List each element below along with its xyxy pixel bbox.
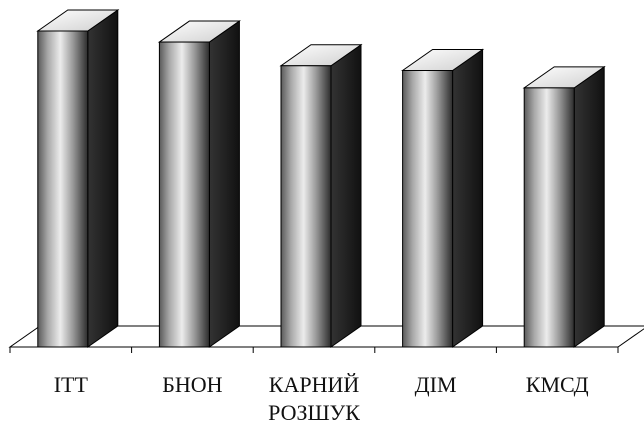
bar-side (208, 20, 240, 348)
bar-side (452, 48, 484, 348)
x-tick-label: ІТТ (54, 372, 89, 397)
bar (401, 48, 485, 348)
x-tick-label: БНОН (162, 372, 222, 397)
x-tick-label: КМСД (526, 372, 589, 397)
bar-front (402, 70, 454, 348)
bar (36, 9, 120, 348)
bar-side (573, 65, 605, 348)
category-labels: ІТТ БНОН КАРНИЙ РОЗШУК ДІМ КМСД (54, 372, 589, 425)
bar-front (523, 87, 575, 348)
bar-front (280, 65, 332, 348)
bar (522, 65, 606, 348)
x-tick-label: ДІМ (415, 372, 457, 397)
bar-front (37, 30, 89, 348)
bar-front (158, 41, 210, 348)
bar-side (87, 9, 119, 348)
bar-side (330, 43, 362, 348)
bar (279, 43, 363, 348)
bars-group (36, 9, 606, 348)
x-tick-label: КАРНИЙ РОЗШУК (268, 372, 360, 425)
bar (157, 20, 241, 348)
